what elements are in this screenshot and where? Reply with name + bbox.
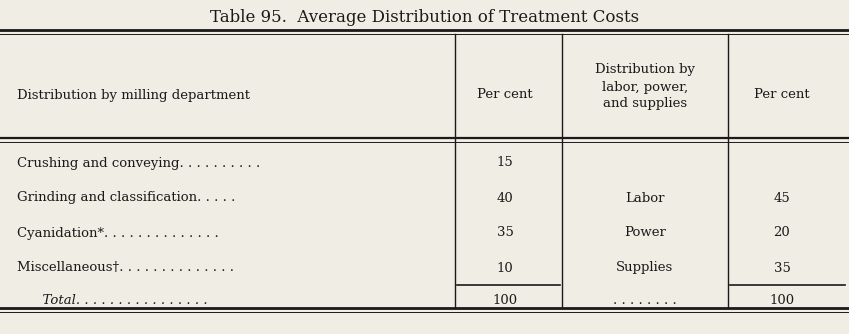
Text: Total. . . . . . . . . . . . . . . .: Total. . . . . . . . . . . . . . . . — [34, 294, 208, 307]
Text: Cyanidation*. . . . . . . . . . . . . .: Cyanidation*. . . . . . . . . . . . . . — [17, 226, 219, 239]
Text: 40: 40 — [497, 191, 514, 204]
Text: 10: 10 — [497, 262, 514, 275]
Text: Table 95.  Average Distribution of Treatment Costs: Table 95. Average Distribution of Treatm… — [210, 9, 639, 26]
Text: 100: 100 — [492, 294, 518, 307]
Text: Per cent: Per cent — [754, 89, 810, 102]
Text: Distribution by milling department: Distribution by milling department — [17, 89, 250, 102]
Text: Per cent: Per cent — [477, 89, 533, 102]
Text: 15: 15 — [497, 157, 514, 169]
Text: Grinding and classification. . . . .: Grinding and classification. . . . . — [17, 191, 235, 204]
Text: . . . . . . . .: . . . . . . . . — [613, 294, 677, 307]
Text: 100: 100 — [769, 294, 795, 307]
Text: 45: 45 — [773, 191, 790, 204]
Text: 35: 35 — [497, 226, 514, 239]
Text: Distribution by
labor, power,
and supplies: Distribution by labor, power, and suppli… — [595, 63, 695, 111]
Text: Power: Power — [624, 226, 666, 239]
Text: Miscellaneous†. . . . . . . . . . . . . .: Miscellaneous†. . . . . . . . . . . . . … — [17, 262, 234, 275]
Text: Supplies: Supplies — [616, 262, 673, 275]
Text: 20: 20 — [773, 226, 790, 239]
Text: Labor: Labor — [625, 191, 665, 204]
Text: 35: 35 — [773, 262, 790, 275]
Text: Crushing and conveying. . . . . . . . . .: Crushing and conveying. . . . . . . . . … — [17, 157, 261, 169]
